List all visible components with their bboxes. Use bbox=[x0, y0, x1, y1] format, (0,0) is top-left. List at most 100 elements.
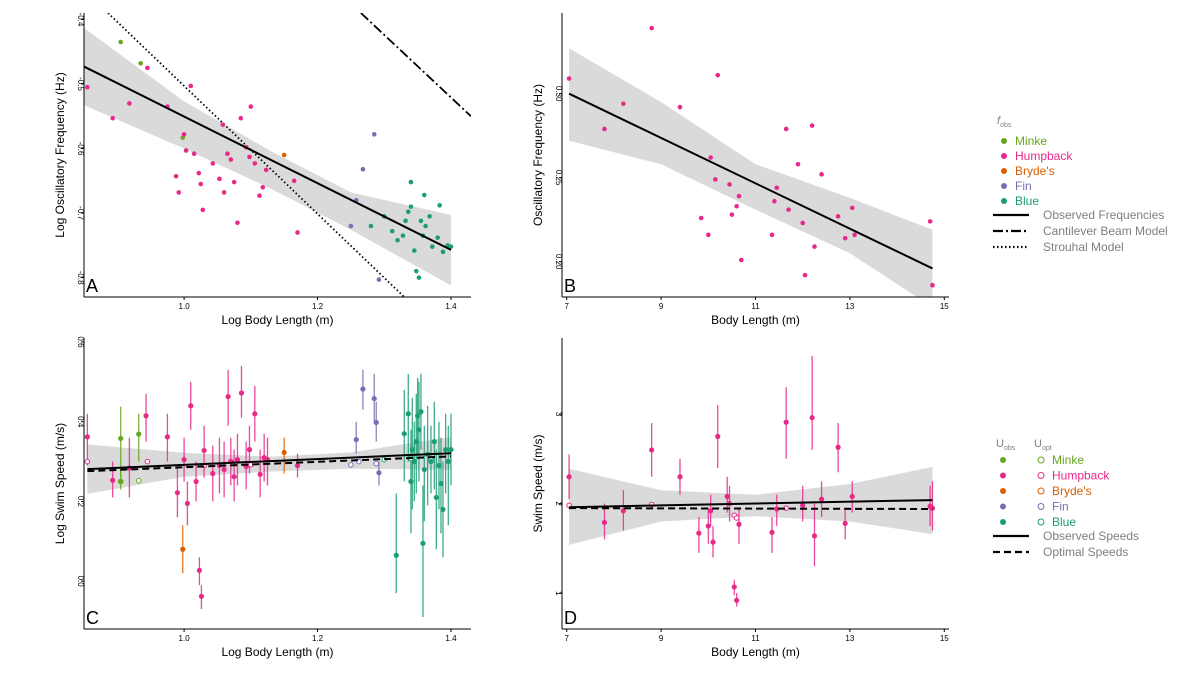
y-tick-label: 0.4 bbox=[76, 416, 85, 428]
data-point bbox=[188, 83, 194, 89]
x-axis-title: Log Body Length (m) bbox=[221, 313, 333, 327]
panel-a: 1.0 1.2 1.4 -0.4 -0.5 -0.6 -0.7 -0.8 Log Body Le… bbox=[53, 13, 471, 327]
data-point bbox=[415, 413, 421, 419]
data-point bbox=[713, 177, 718, 182]
data-point bbox=[118, 435, 124, 442]
observed-fit-line bbox=[568, 92, 933, 270]
data-point bbox=[602, 126, 607, 132]
panel-letter: A bbox=[86, 276, 98, 296]
data-point bbox=[416, 427, 422, 433]
panel-letter: B bbox=[564, 276, 576, 296]
data-point bbox=[127, 101, 132, 106]
data-point bbox=[430, 244, 435, 249]
y-tick-label: 0.25 bbox=[554, 170, 563, 186]
x-axis-title: Body Length (m) bbox=[711, 313, 800, 327]
data-point bbox=[110, 115, 115, 121]
data-point bbox=[930, 282, 935, 288]
y-tick-label: 1 bbox=[554, 591, 563, 596]
data-point bbox=[191, 151, 197, 157]
data-point bbox=[411, 248, 417, 253]
data-point bbox=[368, 223, 374, 229]
legend-species-label: Bryde's bbox=[1015, 164, 1055, 178]
data-point bbox=[710, 539, 716, 545]
data-point bbox=[184, 500, 191, 507]
data-point bbox=[727, 182, 732, 187]
data-point bbox=[252, 161, 258, 166]
data-point bbox=[436, 462, 442, 469]
data-point bbox=[708, 155, 713, 160]
data-point bbox=[724, 493, 730, 500]
observed-fit-line bbox=[569, 499, 933, 509]
y-axis-title: Log Swim Speed (m/s) bbox=[53, 423, 67, 544]
data-point bbox=[405, 209, 411, 215]
data-point bbox=[260, 184, 266, 190]
y-tick-label: 0.30 bbox=[554, 86, 563, 102]
confidence-band bbox=[569, 466, 933, 545]
x-tick-label: 13 bbox=[845, 634, 854, 643]
data-point bbox=[800, 220, 805, 226]
data-point bbox=[566, 76, 572, 81]
data-point bbox=[438, 480, 444, 487]
legend-line-label: Observed Speeds bbox=[1043, 529, 1139, 543]
data-point bbox=[409, 447, 415, 453]
data-point bbox=[143, 413, 149, 419]
legend-point-key bbox=[1001, 183, 1007, 189]
data-point bbox=[649, 447, 655, 453]
x-tick-label: 1.2 bbox=[312, 302, 324, 311]
data-point bbox=[353, 437, 359, 443]
data-point bbox=[427, 214, 432, 219]
optimal-fit-line bbox=[87, 455, 452, 473]
data-point bbox=[238, 115, 244, 121]
data-point bbox=[696, 530, 702, 536]
data-point bbox=[783, 126, 789, 132]
data-point bbox=[818, 496, 825, 502]
data-point bbox=[421, 466, 427, 473]
legend-title: fobs bbox=[997, 115, 1012, 129]
data-point bbox=[774, 185, 780, 191]
x-tick-label: 1.2 bbox=[312, 634, 324, 643]
data-point bbox=[677, 104, 683, 110]
x-axis-title: Log Body Length (m) bbox=[221, 645, 333, 659]
y-tick-label: 0.20 bbox=[554, 254, 563, 270]
data-point bbox=[281, 449, 287, 456]
data-point bbox=[193, 478, 199, 485]
data-point bbox=[416, 275, 422, 280]
data-point bbox=[566, 474, 572, 480]
data-point bbox=[263, 167, 269, 173]
legend-line-label: Optimal Speeds bbox=[1043, 545, 1128, 559]
x-tick-label: 11 bbox=[751, 302, 760, 311]
legend-point-key bbox=[1001, 153, 1007, 159]
data-point bbox=[649, 25, 654, 31]
data-point bbox=[210, 161, 216, 166]
y-tick-label: 0.2 bbox=[76, 496, 85, 508]
data-point bbox=[173, 174, 179, 179]
data-point bbox=[445, 458, 451, 465]
y-tick-label: 3 bbox=[554, 412, 563, 417]
data-point bbox=[228, 157, 234, 162]
panel-letter: C bbox=[86, 608, 99, 628]
data-point bbox=[731, 584, 737, 590]
x-tick-label: 7 bbox=[564, 634, 569, 643]
legend-line-label: Observed Frequencies bbox=[1043, 208, 1164, 222]
legend-species-label: Fin bbox=[1052, 500, 1069, 514]
data-point bbox=[371, 132, 377, 137]
data-point bbox=[401, 431, 407, 437]
data-point bbox=[783, 419, 789, 425]
data-point bbox=[376, 277, 382, 282]
data-point bbox=[376, 470, 382, 476]
data-point bbox=[849, 205, 855, 211]
y-tick-label: -0.5 bbox=[76, 77, 85, 91]
legend-obs-title: Uobs bbox=[996, 438, 1016, 452]
data-point bbox=[257, 471, 263, 477]
data-point bbox=[235, 220, 240, 226]
data-point bbox=[795, 161, 801, 167]
x-tick-label: 1.4 bbox=[445, 302, 457, 311]
data-point bbox=[164, 434, 171, 440]
x-tick-label: 15 bbox=[940, 634, 949, 643]
panel-b: 7 9 11 13 15 0.20 0.25 0.30 Body Length (m) Oscil… bbox=[531, 13, 949, 327]
data-point bbox=[774, 506, 780, 512]
panel-letter: D bbox=[564, 608, 577, 628]
legend-point-key bbox=[1000, 488, 1006, 494]
confidence-band bbox=[87, 436, 451, 494]
